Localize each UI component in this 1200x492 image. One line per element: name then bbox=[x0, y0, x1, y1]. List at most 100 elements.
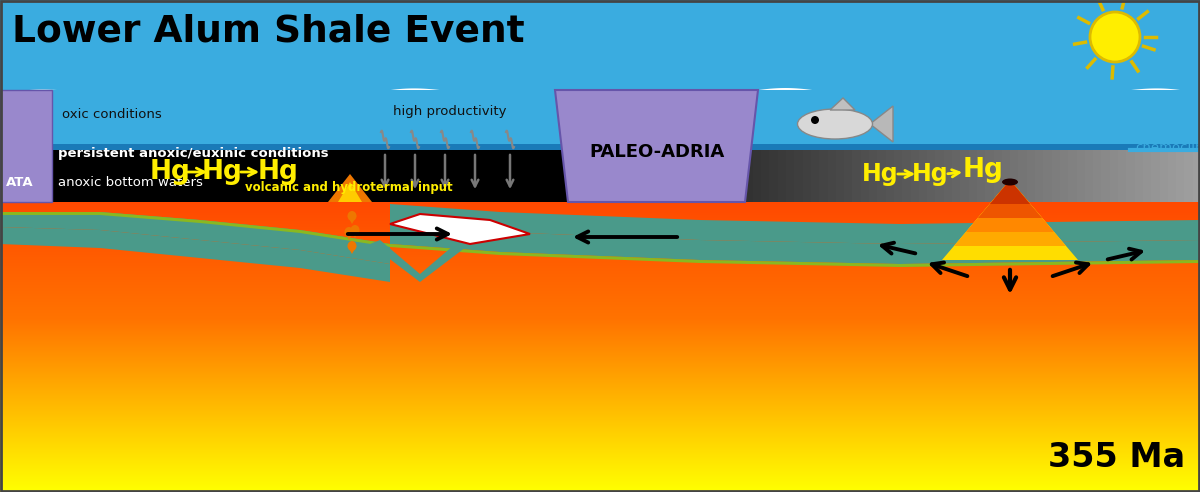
Bar bbox=[0, 174, 1200, 175]
Bar bbox=[0, 391, 1200, 392]
Bar bbox=[0, 268, 1200, 269]
Bar bbox=[0, 249, 1200, 250]
Bar bbox=[0, 24, 1200, 25]
Bar bbox=[811, 150, 820, 202]
Bar bbox=[0, 253, 1200, 254]
Bar bbox=[0, 117, 1200, 118]
Bar bbox=[720, 150, 728, 202]
Bar bbox=[0, 428, 1200, 429]
Bar bbox=[0, 115, 1200, 116]
Bar bbox=[0, 478, 1200, 479]
Bar bbox=[902, 150, 911, 202]
Bar bbox=[0, 262, 1200, 263]
Bar bbox=[0, 421, 1200, 422]
Bar bbox=[0, 384, 1200, 385]
Bar bbox=[0, 204, 1200, 205]
Bar bbox=[0, 419, 1200, 420]
Bar bbox=[869, 150, 877, 202]
Bar bbox=[943, 150, 952, 202]
Polygon shape bbox=[954, 180, 1066, 246]
Bar bbox=[0, 40, 1200, 41]
Bar bbox=[0, 144, 1200, 145]
Bar bbox=[0, 162, 1200, 163]
Text: high productivity: high productivity bbox=[394, 105, 506, 119]
Bar bbox=[0, 42, 1200, 43]
Bar bbox=[0, 331, 1200, 332]
Bar bbox=[0, 114, 1200, 115]
Bar bbox=[0, 150, 1200, 202]
Bar bbox=[0, 457, 1200, 458]
Bar bbox=[0, 232, 1200, 233]
Bar bbox=[0, 66, 1200, 67]
Bar bbox=[1118, 150, 1127, 202]
Bar bbox=[0, 225, 1200, 226]
Bar bbox=[0, 26, 1200, 27]
Bar bbox=[0, 137, 1200, 138]
Bar bbox=[0, 103, 1200, 104]
Bar bbox=[0, 95, 1200, 96]
Bar bbox=[0, 489, 1200, 490]
Ellipse shape bbox=[798, 109, 872, 139]
Bar bbox=[0, 19, 1200, 20]
Bar bbox=[0, 409, 1200, 410]
Bar bbox=[0, 323, 1200, 324]
Bar bbox=[0, 105, 1200, 106]
Bar bbox=[0, 430, 1200, 431]
Bar bbox=[1002, 150, 1010, 202]
Bar bbox=[0, 17, 1200, 18]
Bar bbox=[0, 355, 1200, 356]
Bar bbox=[0, 155, 1200, 156]
Bar bbox=[0, 233, 1200, 234]
Bar bbox=[0, 325, 1200, 326]
Bar bbox=[0, 206, 1200, 207]
Bar bbox=[0, 175, 1200, 176]
Bar bbox=[0, 417, 1200, 418]
Bar bbox=[778, 150, 786, 202]
Bar bbox=[0, 345, 1200, 346]
Bar bbox=[0, 38, 1200, 39]
Bar bbox=[0, 311, 1200, 312]
Bar bbox=[0, 471, 1200, 472]
Bar bbox=[0, 423, 1200, 424]
Bar bbox=[0, 477, 1200, 478]
Bar bbox=[0, 28, 1200, 29]
Bar bbox=[0, 119, 1200, 120]
Bar bbox=[0, 106, 1200, 107]
Bar bbox=[0, 109, 1200, 110]
Polygon shape bbox=[966, 180, 1054, 232]
Bar bbox=[0, 217, 1200, 218]
Text: volcanic and hydrotermal input: volcanic and hydrotermal input bbox=[245, 182, 452, 194]
Bar bbox=[653, 150, 661, 202]
Bar bbox=[0, 130, 1200, 131]
Bar bbox=[0, 444, 1200, 445]
Ellipse shape bbox=[344, 227, 354, 237]
Bar bbox=[0, 55, 1200, 56]
Bar bbox=[0, 230, 1200, 231]
Bar bbox=[0, 348, 1200, 349]
Bar bbox=[0, 176, 1200, 177]
Bar bbox=[0, 368, 1200, 369]
Bar bbox=[877, 150, 886, 202]
Bar bbox=[0, 112, 1200, 113]
Bar bbox=[0, 342, 1200, 343]
Bar bbox=[0, 278, 1200, 279]
Bar bbox=[0, 203, 1200, 204]
Bar bbox=[0, 469, 1200, 470]
Bar bbox=[0, 340, 1200, 341]
Bar bbox=[0, 25, 1200, 26]
Bar bbox=[835, 150, 845, 202]
Bar bbox=[0, 126, 1200, 127]
Bar bbox=[0, 138, 1200, 139]
Bar bbox=[0, 402, 1200, 403]
Bar bbox=[0, 319, 1200, 320]
Bar bbox=[0, 379, 1200, 380]
Text: 355 Ma: 355 Ma bbox=[1048, 441, 1186, 474]
Bar bbox=[0, 480, 1200, 481]
Bar bbox=[0, 357, 1200, 358]
Bar bbox=[0, 416, 1200, 417]
Bar bbox=[0, 385, 1200, 386]
Bar bbox=[1193, 150, 1200, 202]
Bar bbox=[0, 351, 1200, 352]
Bar bbox=[0, 31, 1200, 32]
Bar bbox=[1135, 150, 1142, 202]
